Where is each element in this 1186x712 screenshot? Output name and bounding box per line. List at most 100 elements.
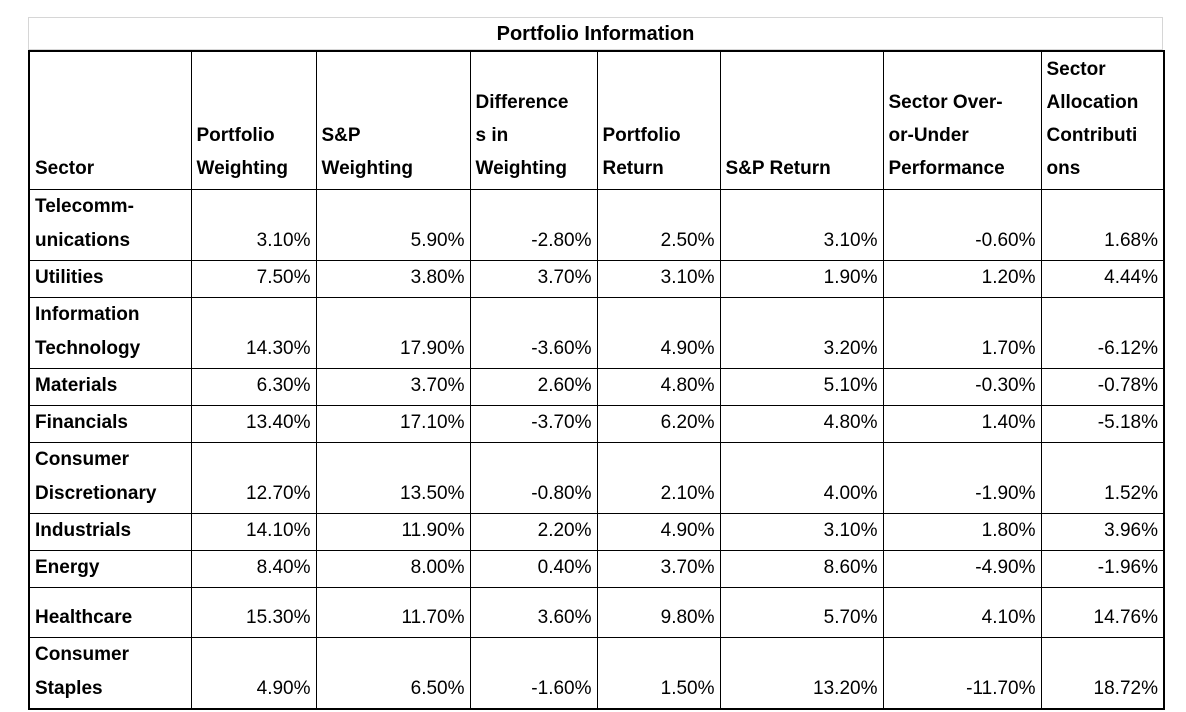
value-cell[interactable]: -5.18% xyxy=(1040,404,1165,443)
value-cell[interactable]: 4.80% xyxy=(596,367,721,406)
value-cell[interactable]: 1.90% xyxy=(719,259,884,298)
value-cell[interactable]: 13.20% xyxy=(719,636,884,709)
sector-cell[interactable]: Utilities xyxy=(28,259,192,298)
value-cell[interactable]: -1.90% xyxy=(882,441,1042,514)
table-row-consumer-discretionary: Consumer Discretionary 12.70% 13.50% -0.… xyxy=(28,441,1165,514)
value-cell[interactable]: 3.10% xyxy=(719,512,884,551)
value-cell[interactable]: 1.70% xyxy=(882,296,1042,369)
value-cell[interactable]: 4.90% xyxy=(190,636,317,709)
value-cell[interactable]: 3.80% xyxy=(315,259,471,298)
value-cell[interactable]: 9.80% xyxy=(596,586,721,638)
value-cell[interactable]: 14.76% xyxy=(1040,586,1165,638)
value-cell[interactable]: -6.12% xyxy=(1040,296,1165,369)
portfolio-information-table: Sector Portfolio Weighting S&P Weighting… xyxy=(28,50,1165,710)
value-cell[interactable]: 3.10% xyxy=(719,188,884,261)
value-cell[interactable]: -4.90% xyxy=(882,549,1042,588)
value-cell[interactable]: 11.90% xyxy=(315,512,471,551)
sector-cell[interactable]: Consumer Staples xyxy=(28,636,192,709)
value-cell[interactable]: 3.96% xyxy=(1040,512,1165,551)
header-row: Sector Portfolio Weighting S&P Weighting… xyxy=(28,50,1165,190)
value-cell[interactable]: 4.44% xyxy=(1040,259,1165,298)
value-cell[interactable]: -1.60% xyxy=(469,636,598,709)
column-header-sp-return[interactable]: S&P Return xyxy=(719,50,884,190)
value-cell[interactable]: 0.40% xyxy=(469,549,598,588)
value-cell[interactable]: 2.60% xyxy=(469,367,598,406)
value-cell[interactable]: 3.60% xyxy=(469,586,598,638)
value-cell[interactable]: 8.00% xyxy=(315,549,471,588)
column-header-sector[interactable]: Sector xyxy=(28,50,192,190)
table-row-telecommunications: Telecomm- unications 3.10% 5.90% -2.80% … xyxy=(28,188,1165,261)
value-cell[interactable]: 11.70% xyxy=(315,586,471,638)
value-cell[interactable]: -0.78% xyxy=(1040,367,1165,406)
value-cell[interactable]: 13.40% xyxy=(190,404,317,443)
value-cell[interactable]: 4.90% xyxy=(596,512,721,551)
value-cell[interactable]: 3.70% xyxy=(315,367,471,406)
value-cell[interactable]: -0.80% xyxy=(469,441,598,514)
table-row-energy: Energy 8.40% 8.00% 0.40% 3.70% 8.60% -4.… xyxy=(28,549,1165,588)
value-cell[interactable]: 3.70% xyxy=(596,549,721,588)
value-cell[interactable]: 4.80% xyxy=(719,404,884,443)
column-header-portfolio-weighting[interactable]: Portfolio Weighting xyxy=(190,50,317,190)
value-cell[interactable]: 1.40% xyxy=(882,404,1042,443)
sector-cell[interactable]: Materials xyxy=(28,367,192,406)
value-cell[interactable]: -2.80% xyxy=(469,188,598,261)
value-cell[interactable]: 15.30% xyxy=(190,586,317,638)
value-cell[interactable]: 4.10% xyxy=(882,586,1042,638)
value-cell[interactable]: 3.70% xyxy=(469,259,598,298)
value-cell[interactable]: 5.10% xyxy=(719,367,884,406)
value-cell[interactable]: 17.90% xyxy=(315,296,471,369)
sector-cell[interactable]: Financials xyxy=(28,404,192,443)
value-cell[interactable]: -11.70% xyxy=(882,636,1042,709)
value-cell[interactable]: 3.10% xyxy=(596,259,721,298)
value-cell[interactable]: -0.30% xyxy=(882,367,1042,406)
value-cell[interactable]: 14.10% xyxy=(190,512,317,551)
value-cell[interactable]: 8.60% xyxy=(719,549,884,588)
table-row-utilities: Utilities 7.50% 3.80% 3.70% 3.10% 1.90% … xyxy=(28,259,1165,298)
value-cell[interactable]: 13.50% xyxy=(315,441,471,514)
value-cell[interactable]: 4.00% xyxy=(719,441,884,514)
value-cell[interactable]: -1.96% xyxy=(1040,549,1165,588)
column-header-differences-in-weighting[interactable]: Difference s in Weighting xyxy=(469,50,598,190)
value-cell[interactable]: -0.60% xyxy=(882,188,1042,261)
sector-cell[interactable]: Consumer Discretionary xyxy=(28,441,192,514)
value-cell[interactable]: 3.20% xyxy=(719,296,884,369)
value-cell[interactable]: 2.50% xyxy=(596,188,721,261)
value-cell[interactable]: 7.50% xyxy=(190,259,317,298)
column-header-sp-weighting[interactable]: S&P Weighting xyxy=(315,50,471,190)
sector-cell[interactable]: Healthcare xyxy=(28,586,192,638)
table-row-industrials: Industrials 14.10% 11.90% 2.20% 4.90% 3.… xyxy=(28,512,1165,551)
value-cell[interactable]: 1.20% xyxy=(882,259,1042,298)
value-cell[interactable]: 5.90% xyxy=(315,188,471,261)
value-cell[interactable]: 1.52% xyxy=(1040,441,1165,514)
value-cell[interactable]: 3.10% xyxy=(190,188,317,261)
value-cell[interactable]: 2.20% xyxy=(469,512,598,551)
table-row-healthcare: Healthcare 15.30% 11.70% 3.60% 9.80% 5.7… xyxy=(28,586,1165,638)
value-cell[interactable]: 6.50% xyxy=(315,636,471,709)
value-cell[interactable]: -3.70% xyxy=(469,404,598,443)
table-title: Portfolio Information xyxy=(28,17,1163,50)
value-cell[interactable]: 14.30% xyxy=(190,296,317,369)
sector-cell[interactable]: Energy xyxy=(28,549,192,588)
value-cell[interactable]: 6.30% xyxy=(190,367,317,406)
column-header-sector-over-under-performance[interactable]: Sector Over- or-Under Performance xyxy=(882,50,1042,190)
sector-cell[interactable]: Industrials xyxy=(28,512,192,551)
value-cell[interactable]: 18.72% xyxy=(1040,636,1165,709)
value-cell[interactable]: 17.10% xyxy=(315,404,471,443)
table-row-materials: Materials 6.30% 3.70% 2.60% 4.80% 5.10% … xyxy=(28,367,1165,406)
value-cell[interactable]: 8.40% xyxy=(190,549,317,588)
column-header-sector-allocation-contributions[interactable]: Sector Allocation Contributi ons xyxy=(1040,50,1165,190)
value-cell[interactable]: 1.80% xyxy=(882,512,1042,551)
sector-cell[interactable]: Information Technology xyxy=(28,296,192,369)
table-row-consumer-staples: Consumer Staples 4.90% 6.50% -1.60% 1.50… xyxy=(28,636,1165,709)
value-cell[interactable]: 12.70% xyxy=(190,441,317,514)
table-row-financials: Financials 13.40% 17.10% -3.70% 6.20% 4.… xyxy=(28,404,1165,443)
value-cell[interactable]: 2.10% xyxy=(596,441,721,514)
column-header-portfolio-return[interactable]: Portfolio Return xyxy=(596,50,721,190)
value-cell[interactable]: 1.68% xyxy=(1040,188,1165,261)
value-cell[interactable]: 5.70% xyxy=(719,586,884,638)
sector-cell[interactable]: Telecomm- unications xyxy=(28,188,192,261)
value-cell[interactable]: -3.60% xyxy=(469,296,598,369)
value-cell[interactable]: 6.20% xyxy=(596,404,721,443)
value-cell[interactable]: 1.50% xyxy=(596,636,721,709)
value-cell[interactable]: 4.90% xyxy=(596,296,721,369)
